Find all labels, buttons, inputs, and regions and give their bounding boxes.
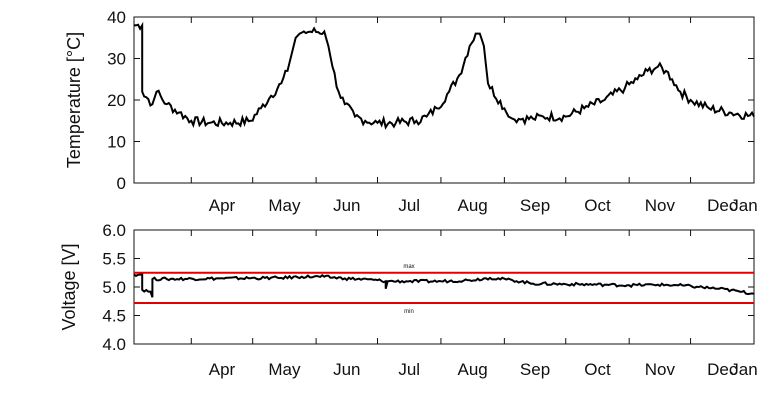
voltage-x-tick-label: Jul xyxy=(398,360,420,379)
voltage-y-axis-title: Voltage [V] xyxy=(59,243,79,330)
voltage-series-line xyxy=(133,273,755,298)
voltage-y-tick-label: 4.0 xyxy=(102,335,126,354)
temperature-x-tick-label: Jan xyxy=(730,196,757,215)
temperature-x-tick-label: Aug xyxy=(458,196,488,215)
temperature-y-tick-label: 10 xyxy=(107,133,126,152)
temperature-y-tick-label: 0 xyxy=(117,174,126,193)
temperature-x-tick-label: May xyxy=(268,196,301,215)
temperature-x-tick-label: Oct xyxy=(584,196,611,215)
temperature-y-ticks xyxy=(134,16,754,184)
temperature-x-tick-label: Nov xyxy=(645,196,676,215)
temperature-y-tick-label: 20 xyxy=(107,91,126,110)
voltage-x-tick-label: Aug xyxy=(458,360,488,379)
voltage-x-tick-label: May xyxy=(268,360,301,379)
voltage-x-tick-label: Dec xyxy=(707,360,738,379)
temperature-y-tick-label: 30 xyxy=(107,50,126,69)
voltage-y-ticks xyxy=(134,229,754,345)
voltage-x-tick-label: Sep xyxy=(520,360,550,379)
voltage-y-tick-label: 5.0 xyxy=(102,278,126,297)
voltage-y-tick-label: 5.5 xyxy=(102,250,126,269)
voltage-x-tick-label: Jan xyxy=(730,360,757,379)
temperature-x-tick-label: Dec xyxy=(707,196,738,215)
voltage-x-tick-label: Oct xyxy=(584,360,611,379)
voltage-panel: 4.0 4.5 5.0 5.5 6.0 Voltage [V] Apr May Ju… xyxy=(59,221,758,379)
max-reference-label: max xyxy=(403,264,414,270)
temperature-x-tick-label: Jun xyxy=(333,196,360,215)
voltage-y-tick-label: 4.5 xyxy=(102,307,126,326)
voltage-x-tick-label: Nov xyxy=(645,360,676,379)
temperature-plot-frame xyxy=(133,16,755,184)
temperature-y-axis-title: Temperature [°C] xyxy=(64,32,84,168)
voltage-x-tick-label: Jun xyxy=(333,360,360,379)
temperature-x-tick-label: Apr xyxy=(209,196,236,215)
voltage-x-tick-label: Apr xyxy=(209,360,236,379)
temperature-x-tick-label: Jul xyxy=(398,196,420,215)
temperature-y-tick-label: 40 xyxy=(107,8,126,27)
voltage-plot-frame xyxy=(133,229,755,345)
min-reference-label: min xyxy=(404,309,414,315)
temperature-x-tick-label: Sep xyxy=(520,196,550,215)
temperature-panel: 0 10 20 30 40 Temperature [°C] Apr May Jun… xyxy=(64,8,758,215)
voltage-y-tick-label: 6.0 xyxy=(102,221,126,240)
temperature-series-line xyxy=(133,21,755,130)
